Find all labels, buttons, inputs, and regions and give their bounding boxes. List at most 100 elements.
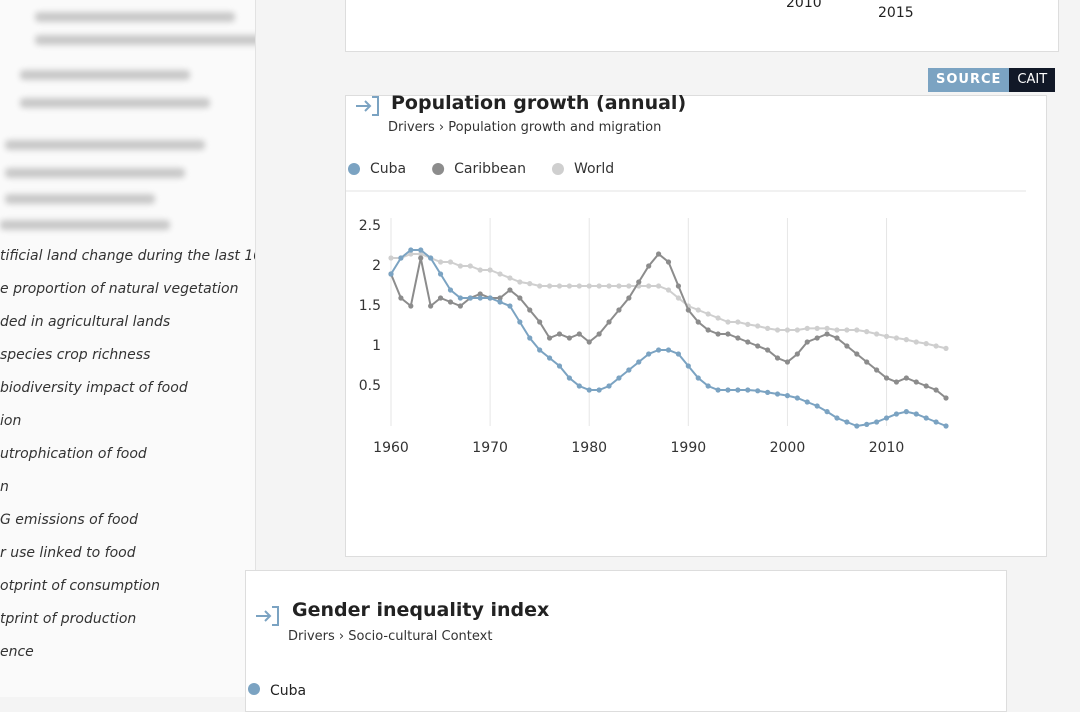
data-point <box>398 255 404 261</box>
data-point <box>576 331 582 337</box>
y-tick-label: 1.5 <box>359 298 381 314</box>
data-point <box>398 295 404 301</box>
data-point <box>477 291 483 297</box>
data-point <box>864 359 870 365</box>
blurred-text <box>35 12 235 22</box>
sidebar-item[interactable]: ence <box>0 644 34 660</box>
data-point <box>903 409 909 415</box>
data-point <box>745 321 751 327</box>
data-point <box>804 325 810 331</box>
x-tick-label: 1960 <box>373 440 409 456</box>
source-badge[interactable]: SOURCE CAIT <box>928 68 1056 92</box>
data-point <box>913 411 919 417</box>
sidebar-item[interactable]: utrophication of food <box>0 446 147 462</box>
data-point <box>636 359 642 365</box>
blurred-text <box>5 140 205 150</box>
blurred-text <box>20 98 210 108</box>
data-point <box>408 303 414 309</box>
data-point <box>933 343 939 349</box>
data-point <box>923 341 929 347</box>
card-title: Population growth (annual) <box>391 92 687 114</box>
data-point <box>893 379 900 385</box>
data-point <box>487 267 493 273</box>
breadcrumb-item[interactable]: Socio-cultural Context <box>348 629 493 644</box>
sidebar-item[interactable]: e proportion of natural vegetation <box>0 281 239 297</box>
data-point <box>705 383 711 389</box>
data-point <box>418 247 424 253</box>
data-point <box>388 255 394 261</box>
sidebar-item[interactable]: species crop richness <box>0 347 151 363</box>
x-tick-label: 2000 <box>770 440 806 456</box>
data-point <box>527 281 533 287</box>
sidebar-item[interactable]: r use linked to food <box>0 545 136 561</box>
data-point <box>695 307 701 313</box>
sidebar-item[interactable]: G emissions of food <box>0 512 138 528</box>
data-point <box>794 351 800 357</box>
breadcrumb-item[interactable]: Drivers <box>288 629 335 644</box>
data-point <box>428 303 434 309</box>
data-point <box>457 263 463 269</box>
breadcrumb-item[interactable]: Drivers <box>388 120 435 135</box>
data-point <box>784 327 791 333</box>
legend-label: Caribbean <box>454 161 526 177</box>
data-point <box>655 251 662 257</box>
data-point <box>566 283 572 289</box>
data-point <box>537 283 543 289</box>
data-point <box>745 339 751 345</box>
data-point <box>735 319 741 325</box>
sidebar-item[interactable]: tificial land change during the last 10 <box>0 248 256 264</box>
series-line <box>391 253 947 350</box>
data-point <box>923 415 929 421</box>
data-point <box>893 335 900 341</box>
data-point <box>467 295 473 301</box>
data-point <box>497 295 503 301</box>
data-point <box>537 347 543 353</box>
data-point <box>874 331 880 337</box>
data-point <box>556 363 563 369</box>
data-point <box>943 395 949 401</box>
data-point <box>556 283 563 289</box>
data-point <box>497 299 503 305</box>
data-point <box>774 355 781 361</box>
data-point <box>675 295 682 301</box>
data-point <box>556 331 563 337</box>
sidebar-item[interactable]: biodiversity impact of food <box>0 380 188 396</box>
data-point <box>883 333 890 339</box>
data-point <box>804 339 810 345</box>
data-point <box>913 379 919 385</box>
breadcrumb-item[interactable]: Population growth and migration <box>448 120 662 135</box>
sidebar-item[interactable]: ded in agricultural lands <box>0 314 171 330</box>
y-tick-label: 1 <box>372 338 381 354</box>
legend-swatch <box>248 683 260 695</box>
data-point <box>755 388 761 394</box>
data-point <box>517 319 523 325</box>
data-point <box>755 323 761 329</box>
data-point <box>586 339 592 345</box>
data-point <box>705 327 711 333</box>
sidebar-item[interactable]: tprint of production <box>0 611 137 627</box>
data-point <box>606 319 612 325</box>
data-point <box>507 303 513 309</box>
data-point <box>626 283 632 289</box>
data-point <box>705 311 711 317</box>
card-title: Gender inequality index <box>292 599 550 621</box>
sidebar-item[interactable]: otprint of consumption <box>0 578 160 594</box>
source-label: SOURCE <box>928 68 1010 92</box>
data-point <box>864 421 870 427</box>
series-line <box>390 252 947 399</box>
data-point <box>715 387 721 393</box>
data-point <box>665 259 672 265</box>
data-point <box>735 335 741 341</box>
chart: Cuba Caribbean World 0.5 1 1.5 2 2.5 1960 1970 198… <box>346 161 1026 456</box>
sidebar-item[interactable]: n <box>0 479 9 495</box>
sidebar-item[interactable]: ion <box>0 413 22 429</box>
data-point <box>546 335 553 341</box>
data-point <box>794 395 800 401</box>
series-line <box>390 249 947 428</box>
legend-item[interactable]: Cuba <box>248 683 306 699</box>
x-tick-label: 1980 <box>571 440 607 456</box>
sidebar: tificial land change during the last 10 e… <box>0 0 256 697</box>
data-point <box>735 387 741 393</box>
data-point <box>715 315 721 321</box>
legend-swatch <box>348 163 360 175</box>
